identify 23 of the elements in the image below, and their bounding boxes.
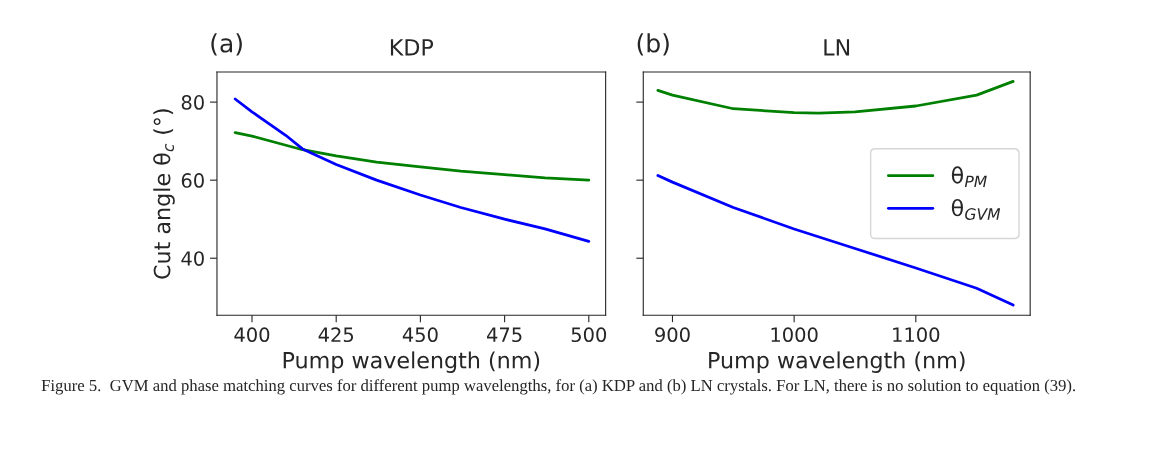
y-axis-title: Cut angle θ$_{c}$ (°) [153, 109, 175, 279]
x-tick-label: 500 [571, 327, 607, 343]
x-tick-label: 1100 [893, 327, 940, 343]
x-tick-label: 425 [318, 327, 354, 343]
line-series [233, 97, 591, 243]
y-tick-label: 40 [181, 251, 204, 266]
x-axis-title: Pump wavelength (nm) [709, 351, 965, 373]
x-tick-label: 900 [655, 327, 690, 343]
legend-label: θ$_{PM}$ [951, 166, 987, 188]
chart-title: LN [824, 39, 850, 56]
x-tick-label: 475 [486, 327, 522, 343]
legend-label: θ$_{GVM}$ [951, 198, 1001, 220]
x-tick-label: 1000 [771, 327, 818, 343]
x-tick-label: 400 [234, 327, 270, 343]
caption: Figure 5. GVM and phase matching curves for different pump wavelengths, for (a) KDP and (b) LN crystals. For LN, there is no solution to equation (39). [41, 379, 1076, 395]
line-series [233, 131, 591, 182]
x-axis-title: Pump wavelength (nm) [283, 351, 540, 373]
y-tick-label: 80 [181, 95, 204, 110]
text: (b) [637, 33, 669, 56]
y-tick-label: 60 [181, 173, 204, 188]
text: (a) [211, 33, 242, 56]
chart-title: KDP [390, 39, 434, 56]
x-tick-label: 450 [402, 327, 438, 343]
